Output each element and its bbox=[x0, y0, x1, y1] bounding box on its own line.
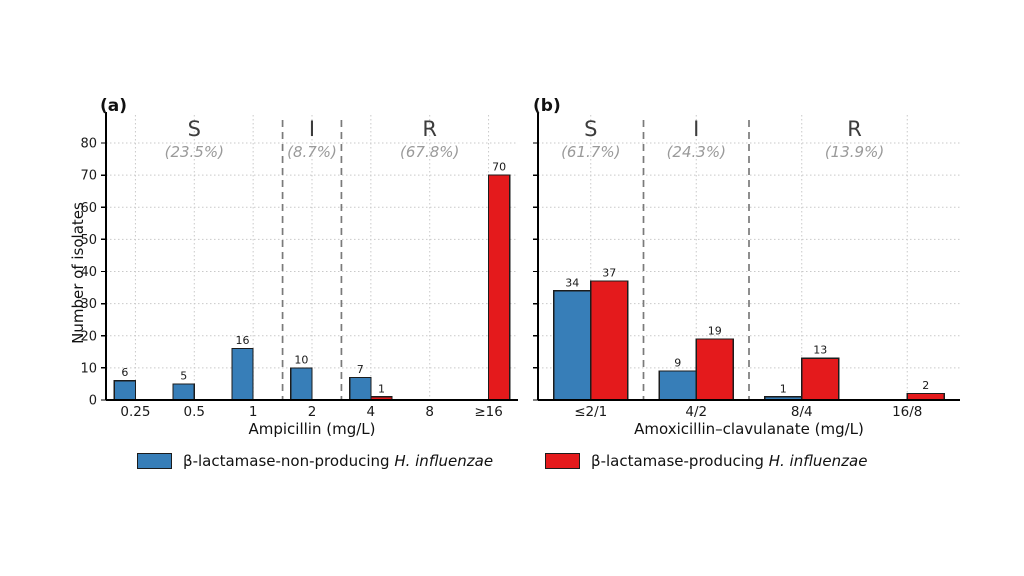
y-tick-label: 40 bbox=[80, 265, 97, 280]
bar-value-label: 1 bbox=[780, 382, 787, 395]
panel-a-tag: (a) bbox=[100, 96, 128, 116]
bar-value-label: 70 bbox=[492, 161, 506, 174]
bar-value-label: 37 bbox=[602, 267, 616, 280]
x-tick-label: ≤2/1 bbox=[574, 404, 607, 420]
legend-entry-producing: β-lactamase-producing H. influenzae bbox=[545, 452, 867, 470]
bar-non-producing bbox=[113, 380, 137, 401]
bar-non-producing bbox=[349, 376, 372, 401]
x-axis-title-b: Amoxicillin–clavulanate (mg/L) bbox=[634, 420, 864, 438]
zone-percentage: (23.5%) bbox=[165, 143, 224, 161]
bar-non-producing bbox=[658, 370, 697, 401]
zone-percentage: (24.3%) bbox=[667, 143, 726, 161]
zone-letter: R bbox=[847, 117, 862, 141]
bar-value-label: 7 bbox=[357, 363, 364, 376]
x-tick-label: 1 bbox=[249, 404, 258, 420]
legend-label-text: β-lactamase-non-producing bbox=[183, 452, 390, 470]
zone-percentage: (13.9%) bbox=[825, 143, 884, 161]
bar-value-label: 9 bbox=[674, 357, 681, 370]
x-tick-label: 0.5 bbox=[184, 404, 205, 420]
bar-producing bbox=[801, 357, 840, 401]
x-tick-label: 8/4 bbox=[791, 404, 813, 420]
zone-percentage: (67.8%) bbox=[400, 143, 459, 161]
bar-value-label: 1 bbox=[378, 382, 385, 395]
x-tick-label: 4/2 bbox=[685, 404, 707, 420]
bar-value-label: 19 bbox=[708, 324, 722, 337]
zone-letter: I bbox=[693, 117, 699, 141]
x-axis-title-a: Ampicillin (mg/L) bbox=[248, 420, 376, 438]
zone-letter: S bbox=[188, 117, 201, 141]
y-tick-label: 70 bbox=[80, 169, 97, 184]
bar-value-label: 5 bbox=[180, 369, 187, 382]
legend-species-text: H. influenzae bbox=[394, 452, 494, 470]
y-tick-label: 50 bbox=[80, 233, 97, 248]
legend-entry-non-producing: β-lactamase-non-producing H. influenzae bbox=[137, 452, 493, 470]
zone-letter: I bbox=[309, 117, 315, 141]
bar-value-label: 10 bbox=[294, 353, 308, 366]
zone-percentage: (61.7%) bbox=[561, 143, 620, 161]
bar-non-producing bbox=[290, 367, 313, 401]
y-tick-label: 0 bbox=[89, 394, 97, 409]
bar-producing bbox=[590, 280, 629, 401]
bar-producing bbox=[695, 338, 734, 401]
x-tick-label: 8 bbox=[425, 404, 434, 420]
zone-letter: R bbox=[422, 117, 437, 141]
bar-producing bbox=[487, 174, 511, 401]
y-tick-label: 60 bbox=[80, 201, 97, 216]
zone-percentage: (8.7%) bbox=[287, 143, 337, 161]
y-tick-label: 80 bbox=[80, 137, 97, 152]
bar-value-label: 13 bbox=[813, 344, 827, 357]
y-tick-label: 10 bbox=[80, 361, 97, 376]
legend-species-text: H. influenzae bbox=[768, 452, 868, 470]
legend-swatch-blue bbox=[137, 453, 172, 469]
bar-non-producing bbox=[172, 383, 195, 401]
x-tick-label: ≥16 bbox=[474, 404, 503, 420]
bar-value-label: 16 bbox=[236, 334, 250, 347]
panel-a: S (23.5%) I (8.7%) R (67.8%) 6 5 16 10 7 1 70 0 10 20 30… bbox=[80, 112, 518, 420]
legend-label-non-producing: β-lactamase-non-producing H. influenzae bbox=[183, 452, 493, 470]
y-tick-label: 30 bbox=[80, 297, 97, 312]
zone-letter: S bbox=[584, 117, 597, 141]
x-tick-label: 0.25 bbox=[120, 404, 150, 420]
legend-swatch-red bbox=[545, 453, 580, 469]
panel-b-tag: (b) bbox=[533, 96, 561, 116]
panel-b: S (61.7%) I (24.3%) R (13.9%) 34 9 1 37 19 13 2 ≤2/1 4… bbox=[533, 112, 960, 420]
bar-non-producing bbox=[231, 348, 254, 401]
legend-label-producing: β-lactamase-producing H. influenzae bbox=[591, 452, 867, 470]
bar-value-label: 2 bbox=[922, 379, 929, 392]
bar-producing bbox=[906, 392, 945, 401]
legend-label-text: β-lactamase-producing bbox=[591, 452, 764, 470]
x-tick-label: 16/8 bbox=[892, 404, 922, 420]
x-tick-label: 4 bbox=[367, 404, 376, 420]
y-tick-label: 20 bbox=[80, 329, 97, 344]
bar-non-producing bbox=[553, 290, 592, 401]
bar-value-label: 34 bbox=[565, 276, 579, 289]
x-tick-label: 2 bbox=[308, 404, 317, 420]
bar-value-label: 6 bbox=[121, 366, 128, 379]
y-axis-title: Number of isolates bbox=[69, 202, 87, 344]
